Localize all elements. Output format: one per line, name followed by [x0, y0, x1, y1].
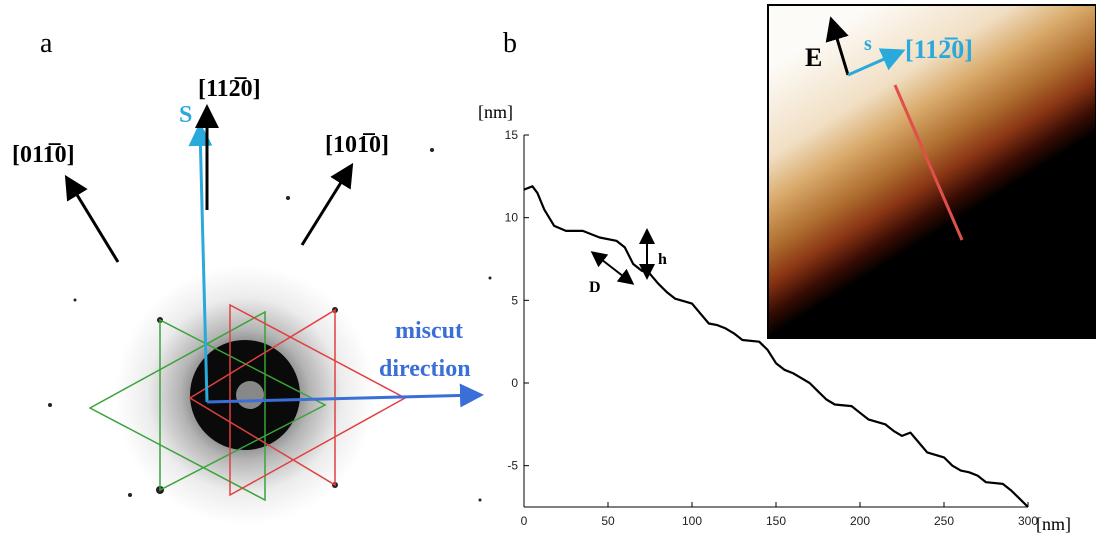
x-tick-label: 200: [850, 514, 870, 528]
afm-inset: [767, 4, 1096, 339]
x-tick-label: 150: [766, 514, 786, 528]
x-tick-label: 100: [682, 514, 702, 528]
inset-label: E: [805, 43, 822, 72]
profile-line: [523, 185, 1029, 508]
x-tick-label: 250: [934, 514, 954, 528]
y-tick-label: 0: [511, 376, 518, 390]
miscut-label: direction: [379, 356, 471, 382]
x-tick-label: 300: [1018, 514, 1038, 528]
d-arrow: [590, 251, 635, 285]
panel-label: b: [503, 28, 517, 59]
direction-label: [101̅0]: [325, 132, 389, 158]
x-axis-label: [nm]: [1036, 514, 1071, 534]
y-tick-label: 5: [511, 293, 518, 307]
y-tick-label: 15: [505, 128, 519, 142]
annotation: D: [589, 279, 601, 296]
y-tick-label: -5: [507, 459, 518, 473]
direction-label: [011̅0]: [12, 142, 75, 168]
x-tick-label: 0: [521, 514, 528, 528]
annotation: h: [658, 251, 667, 268]
panel-label: a: [40, 28, 53, 59]
s-label: S: [179, 102, 192, 128]
direction-label: [112̅0]: [198, 76, 261, 102]
diffraction-pattern: [48, 104, 492, 525]
inset-label: [112̅0]: [905, 35, 973, 64]
x-tick-label: 50: [601, 514, 615, 528]
y-axis-label: [nm]: [478, 102, 513, 122]
y-tick-label: 10: [505, 211, 519, 225]
miscut-label: miscut: [395, 318, 463, 344]
inset-label: s: [864, 33, 872, 55]
